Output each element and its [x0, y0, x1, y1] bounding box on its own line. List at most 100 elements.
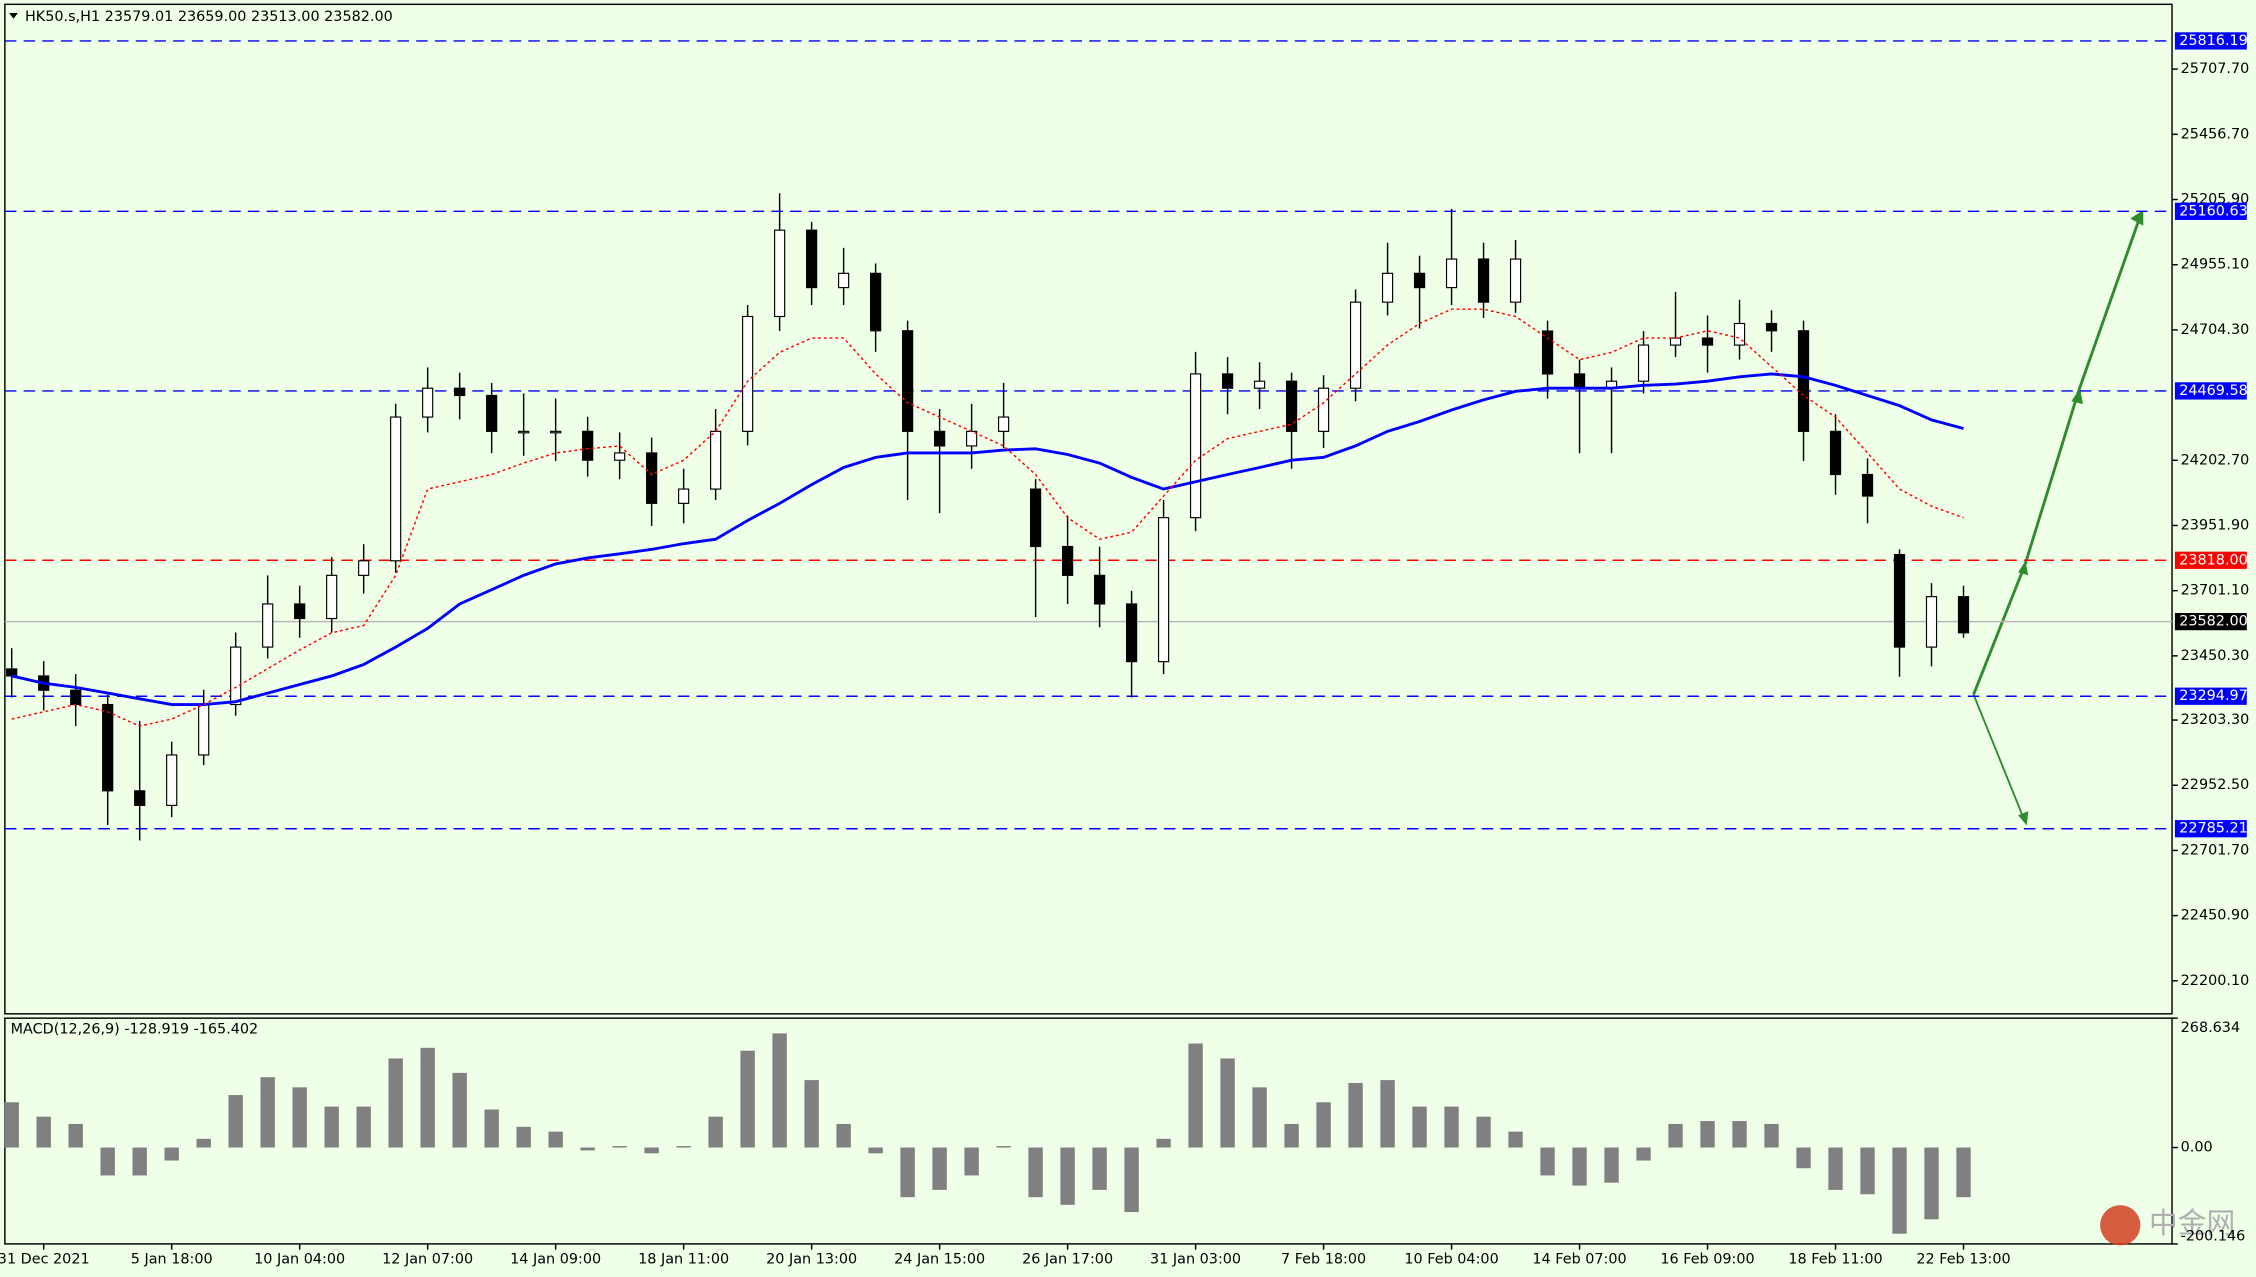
macd-bar: [100, 1147, 115, 1176]
macd-bar: [356, 1106, 371, 1148]
candle-body: [1829, 430, 1842, 476]
y-tick-label: 23701.10: [2181, 583, 2250, 599]
y-tick-label: 25456.70: [2181, 126, 2250, 142]
candle-body: [6, 668, 18, 677]
level-label: 23294.97: [2179, 688, 2248, 704]
macd-bar: [1060, 1147, 1075, 1205]
candle-body: [1925, 596, 1938, 648]
candle-body: [1957, 596, 1970, 634]
macd-bar: [1924, 1147, 1939, 1220]
candle-body: [294, 603, 306, 620]
candle-body: [678, 488, 690, 504]
x-tick-label: 14 Feb 07:00: [1532, 1252, 1626, 1268]
macd-bar: [1796, 1147, 1811, 1169]
candle-body: [1573, 373, 1586, 389]
candle-body: [710, 430, 722, 490]
watermark: 中金网: [2149, 1206, 2235, 1240]
macd-bar: [1220, 1058, 1235, 1148]
level-label-bg: [2174, 202, 2247, 220]
candle-body: [326, 574, 338, 620]
moving-average: [11, 372, 1964, 706]
macd-bar: [548, 1131, 563, 1148]
macd-bar: [1956, 1147, 1971, 1198]
y-tick-label: 22200.10: [2181, 973, 2250, 989]
macd-bar: [324, 1106, 339, 1148]
macd-bar: [1828, 1147, 1843, 1190]
macd-bar: [804, 1080, 819, 1148]
y-tick-label: 22450.90: [2181, 908, 2250, 924]
macd-bar: [1124, 1147, 1139, 1213]
y-tick-label: 0.00: [2181, 1140, 2213, 1156]
level-label-bg: [2174, 32, 2247, 50]
x-tick-label: 18 Feb 11:00: [1788, 1252, 1882, 1268]
y-tick-label: 23951.90: [2181, 517, 2250, 533]
y-tick-label: 24202.70: [2181, 452, 2250, 468]
level-label-bg: [2174, 551, 2247, 569]
price-panel: [4, 3, 2173, 1015]
candle-body: [422, 387, 434, 418]
macd-bar: [964, 1147, 979, 1176]
moving-average: [11, 308, 1964, 727]
macd-bar: [484, 1109, 499, 1148]
macd-bar: [1540, 1147, 1555, 1176]
candle-body: [1509, 258, 1522, 303]
candle-body: [1285, 380, 1298, 432]
y-tick-label: -200.146: [2181, 1229, 2246, 1245]
x-tick-label: 31 Dec 2021: [0, 1252, 90, 1268]
macd-bar: [516, 1126, 531, 1148]
macd-bar: [644, 1147, 659, 1154]
x-tick-label: 10 Jan 04:00: [254, 1252, 345, 1268]
level-label: 24469.58: [2179, 383, 2248, 399]
macd-bar: [1380, 1080, 1395, 1148]
macd-bar: [708, 1116, 723, 1148]
macd-bar: [196, 1138, 211, 1148]
candle-body: [646, 452, 658, 504]
candle-body: [1861, 473, 1874, 497]
candle-body: [582, 430, 594, 461]
candle-body: [230, 646, 242, 706]
macd-bar: [1412, 1106, 1427, 1148]
macd-bar: [1732, 1121, 1747, 1148]
forecast-arrows: [1972, 209, 2144, 826]
candle-body: [742, 315, 754, 432]
macd-bar: [1028, 1147, 1043, 1198]
macd-bar: [1284, 1123, 1299, 1148]
candle-body: [1253, 380, 1266, 389]
candle-body: [1477, 258, 1490, 303]
macd-bar: [420, 1047, 435, 1148]
level-label: 23582.00: [2179, 614, 2248, 630]
macd-bar: [1636, 1147, 1651, 1161]
macd-bar: [1252, 1087, 1267, 1148]
macd-bar: [452, 1072, 467, 1148]
candle-body: [454, 387, 466, 397]
candle-body: [1733, 322, 1746, 346]
chart-title: HK50.s,H1 23579.01 23659.00 23513.00 235…: [25, 9, 393, 25]
down-arrow: [1972, 694, 2027, 823]
x-tick-label: 10 Feb 04:00: [1404, 1252, 1498, 1268]
candle-body: [1413, 272, 1426, 289]
macd-bar: [1572, 1147, 1587, 1186]
x-tick-label: 24 Jan 15:00: [894, 1252, 985, 1268]
x-tick-label: 22 Feb 13:00: [1916, 1252, 2010, 1268]
candle-body: [262, 603, 274, 648]
macd-bar: [772, 1033, 787, 1148]
macd-bar: [996, 1146, 1011, 1148]
logo: [2100, 1205, 2141, 1246]
y-tick-label: 24955.10: [2181, 257, 2250, 273]
macd-bar: [1188, 1043, 1203, 1148]
candle-body: [1189, 373, 1202, 519]
x-tick-label: 16 Feb 09:00: [1660, 1252, 1754, 1268]
candle-body: [806, 229, 818, 289]
candle-body: [1061, 545, 1074, 576]
level-label: 22785.21: [2179, 821, 2248, 837]
candle-body: [1445, 258, 1458, 289]
candle-body: [614, 452, 626, 461]
menu-icon[interactable]: [9, 12, 18, 19]
macd-bar: [932, 1147, 947, 1190]
macd-bar: [68, 1123, 83, 1148]
level-label-bg: [2174, 820, 2247, 838]
candle-body: [870, 272, 882, 332]
candle-body: [1765, 322, 1778, 332]
candle-body: [1381, 272, 1394, 303]
macd-bar: [1604, 1147, 1619, 1183]
